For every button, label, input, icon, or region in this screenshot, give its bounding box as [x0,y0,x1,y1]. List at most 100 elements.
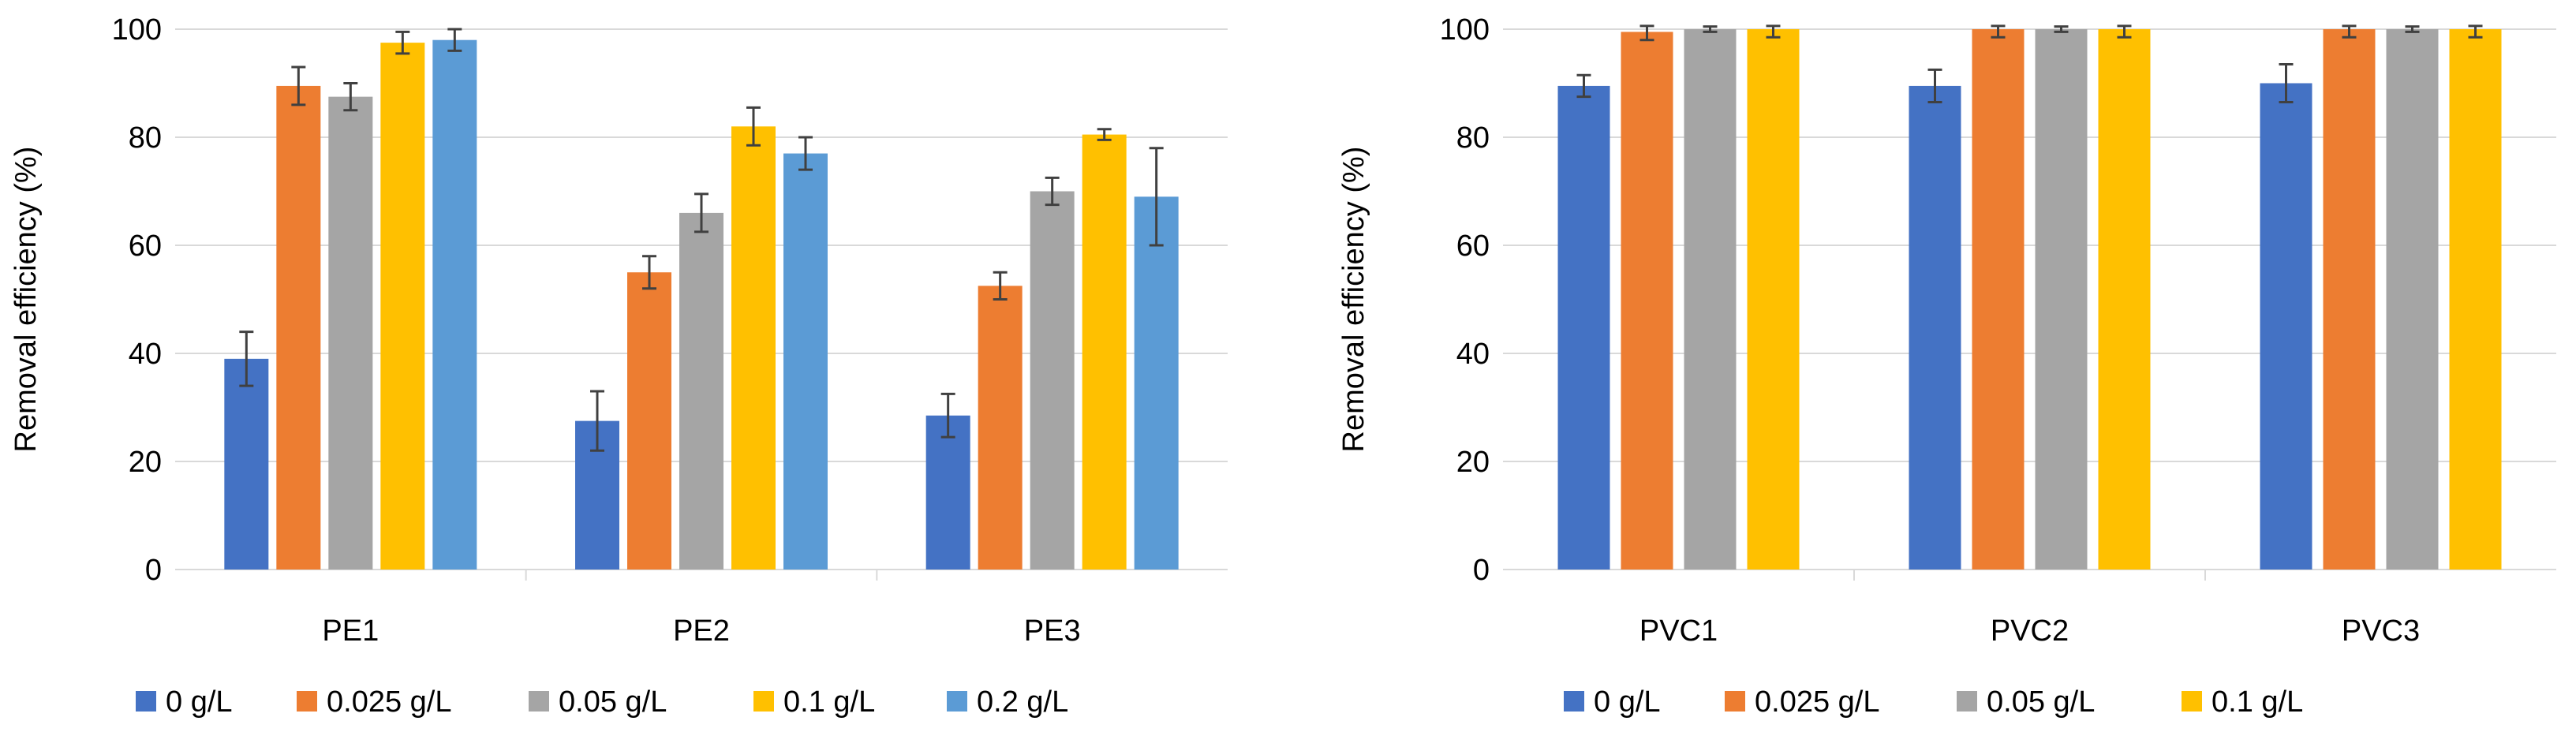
bar-0-1-g-L-PVC2 [2098,29,2151,570]
bar-0-05-g-L-PE2 [679,212,723,570]
error-bar [239,331,254,387]
error-bar [798,136,813,171]
error-bar [1045,176,1060,207]
bar-0-05-g-L-PE3 [1030,191,1075,570]
legend-item: 0.1 g/L [753,685,875,719]
legend-item: 0.05 g/L [1957,685,2095,719]
bar-0-2-g-L-PE1 [432,39,477,570]
bar-0-g-L-PVC3 [2260,83,2312,570]
legend-label: 0.025 g/L [327,685,451,719]
y-tick-label: 80 [1456,121,1490,155]
error-bar [1927,68,1942,103]
x-category-label: PVC3 [2342,614,2420,648]
legend-item: 0.025 g/L [297,685,451,719]
legend-label: 0.2 g/L [977,685,1068,719]
error-bar [2342,24,2357,39]
bar-0-g-L-PVC2 [1909,85,1961,570]
y-tick-label: 0 [145,554,162,587]
error-bar [343,82,358,112]
y-axis-title: Removal efficiency (%) [1337,147,1370,453]
bar-0-g-L-PE1 [224,358,269,570]
error-bar [694,192,708,233]
legend-swatch [529,691,549,712]
error-bar [2054,25,2069,33]
bar-0-2-g-L-PE2 [783,153,828,570]
error-bar [395,30,410,55]
legend-swatch [947,691,967,712]
y-tick-label: 80 [129,121,162,155]
error-bar [2279,63,2294,103]
legend-swatch [297,691,317,712]
legend-swatch [1564,691,1584,712]
error-bar [642,255,656,290]
bar-0-1-g-L-PE1 [380,43,425,570]
error-bar [993,271,1008,301]
error-bar [1991,24,2006,39]
bar-0-1-g-L-PVC1 [1747,29,1800,570]
legend-swatch [1725,691,1745,712]
chart-panel-1: 0 20 40 60 80 100 Removal efficiency (%) PE1 PE2… [9,13,1228,719]
x-category-label: PE1 [322,614,379,648]
y-tick-label: 60 [129,230,162,263]
error-bar [1097,128,1112,141]
y-axis-title: Removal efficiency (%) [9,147,43,453]
y-tick-label: 60 [1456,230,1490,263]
error-bar [291,65,306,106]
legend-label: 0 g/L [1594,685,1661,719]
bar-0-025-g-L-PE3 [978,286,1023,570]
error-bar [940,392,955,439]
y-tick-label: 100 [112,13,162,47]
bar-0-1-g-L-PE3 [1082,134,1127,570]
y-tick-label: 20 [1456,446,1490,479]
error-bar [1149,147,1164,247]
bar-0-025-g-L-PVC3 [2323,29,2376,570]
legend-item: 0.025 g/L [1725,685,1879,719]
y-tick-label: 0 [1473,554,1490,587]
y-tick-label: 40 [1456,338,1490,371]
legend-item: 0 g/L [1564,685,1661,719]
bar-0-1-g-L-PVC3 [2449,29,2502,570]
error-bar [2117,24,2132,39]
error-bar [2405,25,2420,33]
legend-label: 0.1 g/L [783,685,875,719]
bar-0-025-g-L-PVC1 [1621,32,1673,570]
legend-swatch [2182,691,2202,712]
error-bar [590,390,604,452]
error-bar [2468,24,2483,39]
legend-swatch [136,691,156,712]
legend-label: 0.05 g/L [559,685,667,719]
error-bar [746,106,761,147]
x-category-label: PE3 [1024,614,1081,648]
bar-0-025-g-L-PE2 [627,272,671,570]
error-bar [1766,24,1781,39]
bar-0-025-g-L-PVC2 [1972,29,2025,570]
bar-0-g-L-PVC1 [1557,85,1610,570]
legend-label: 0.1 g/L [2211,685,2303,719]
y-tick-label: 100 [1440,13,1490,47]
bar-0-05-g-L-PVC2 [2035,29,2088,570]
bar-0-2-g-L-PE3 [1134,196,1179,570]
legend-swatch [1957,691,1977,712]
x-category-label: PVC2 [1991,614,2069,648]
error-bar [1639,24,1654,42]
error-bar [1576,73,1591,99]
error-bar [447,28,462,52]
legend-swatch [753,691,774,712]
x-category-label: PE2 [673,614,730,648]
x-category-label: PVC1 [1639,614,1718,648]
bar-0-05-g-L-PVC3 [2386,29,2439,570]
chart-panel-2: 0 20 40 60 80 100 Removal efficiency (%) PVC1 PV… [1337,13,2556,719]
legend-label: 0.025 g/L [1755,685,1879,719]
bar-0-1-g-L-PE2 [731,126,776,570]
legend-item: 0 g/L [136,685,233,719]
y-tick-label: 40 [129,338,162,371]
legend-label: 0 g/L [166,685,233,719]
bar-0-05-g-L-PE1 [328,96,373,570]
bar-0-g-L-PE3 [925,415,970,570]
legend-item: 0.1 g/L [2182,685,2303,719]
bar-0-025-g-L-PE1 [276,85,321,570]
legend-item: 0.05 g/L [529,685,667,719]
legend-label: 0.05 g/L [1987,685,2095,719]
error-bar [1703,25,1718,33]
